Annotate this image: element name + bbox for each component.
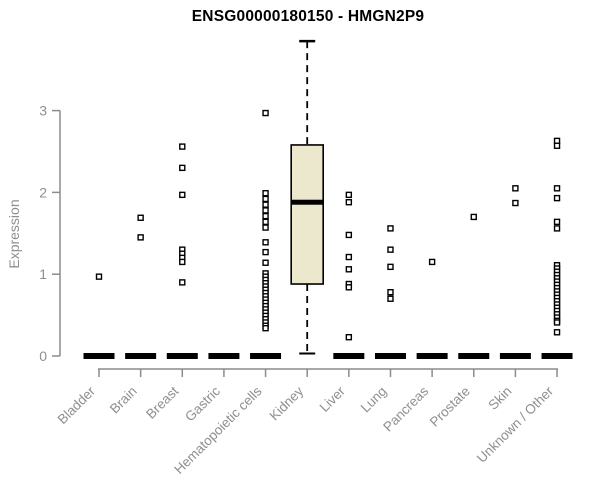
outlier-point [345,266,353,273]
outlier-point [262,190,269,197]
collapsed-box [416,353,448,359]
collapsed-box [83,353,115,359]
outlier-point [345,231,353,239]
outlier-point [428,258,436,266]
outlier-point [262,201,269,208]
outlier-point [179,164,186,172]
box [290,144,325,285]
outlier-point [262,224,269,231]
collapsed-box [374,353,406,359]
outlier-point [387,225,394,232]
collapsed-box [166,353,198,359]
outlier-point [345,333,353,341]
outlier-point [387,263,394,271]
collapsed-box [333,353,365,359]
x-category-label: Prostate [427,384,473,430]
x-category-label: Skin [485,384,514,413]
outlier-point [262,109,269,117]
outlier-point [137,214,144,221]
y-tick-label: 2 [39,184,47,200]
outlier-point [553,225,561,232]
x-category-label: Bladder [55,383,99,427]
outlier-point [387,288,394,296]
outlier-point [262,218,269,226]
collapsed-box [250,353,282,359]
outlier-point [179,143,186,150]
outlier-point [512,199,519,207]
outlier-point [553,185,561,192]
median-line [291,199,324,205]
outlier-point [262,212,269,220]
outlier-point [262,207,269,214]
collapsed-box [125,353,157,359]
outlier-point [345,199,353,206]
x-category-label: Brain [107,384,140,417]
x-category-label: Liver [317,383,349,415]
outlier-point [512,185,519,192]
x-category-label: Unknown / Other [474,383,557,466]
outlier-point [345,191,353,199]
outlier-point [470,213,477,221]
collapsed-box [458,353,490,359]
collapsed-box [499,353,531,359]
outlier-point [179,279,186,286]
outlier-point [95,273,103,280]
outlier-point [553,194,561,202]
outlier-point [553,329,561,336]
outlier-point [262,195,269,203]
outlier-point [553,142,561,149]
x-category-label: Breast [143,383,181,421]
x-category-label: Pancreas [380,383,431,434]
collapsed-box [208,353,240,359]
x-category-label: Kidney [267,383,307,423]
x-category-label: Lung [358,384,390,416]
y-tick-label: 0 [39,348,47,364]
chart-title: ENSG00000180150 - HMGN2P9 [191,8,425,25]
outlier-point [262,259,269,266]
outlier-point [262,324,269,332]
y-tick-label: 1 [39,266,47,282]
outlier-point [345,284,353,291]
outlier-point [179,258,186,266]
outlier-point [179,191,186,199]
outlier-point [262,239,269,246]
outlier-point [387,246,394,253]
outlier-point [387,295,394,302]
outlier-point [137,234,144,241]
collapsed-box [541,353,573,359]
y-tick-label: 3 [39,103,47,119]
x-category-label: Gastric [182,383,223,424]
outlier-point [262,248,269,256]
outlier-point [553,218,561,226]
outlier-point [553,319,561,326]
outlier-point [345,253,353,261]
